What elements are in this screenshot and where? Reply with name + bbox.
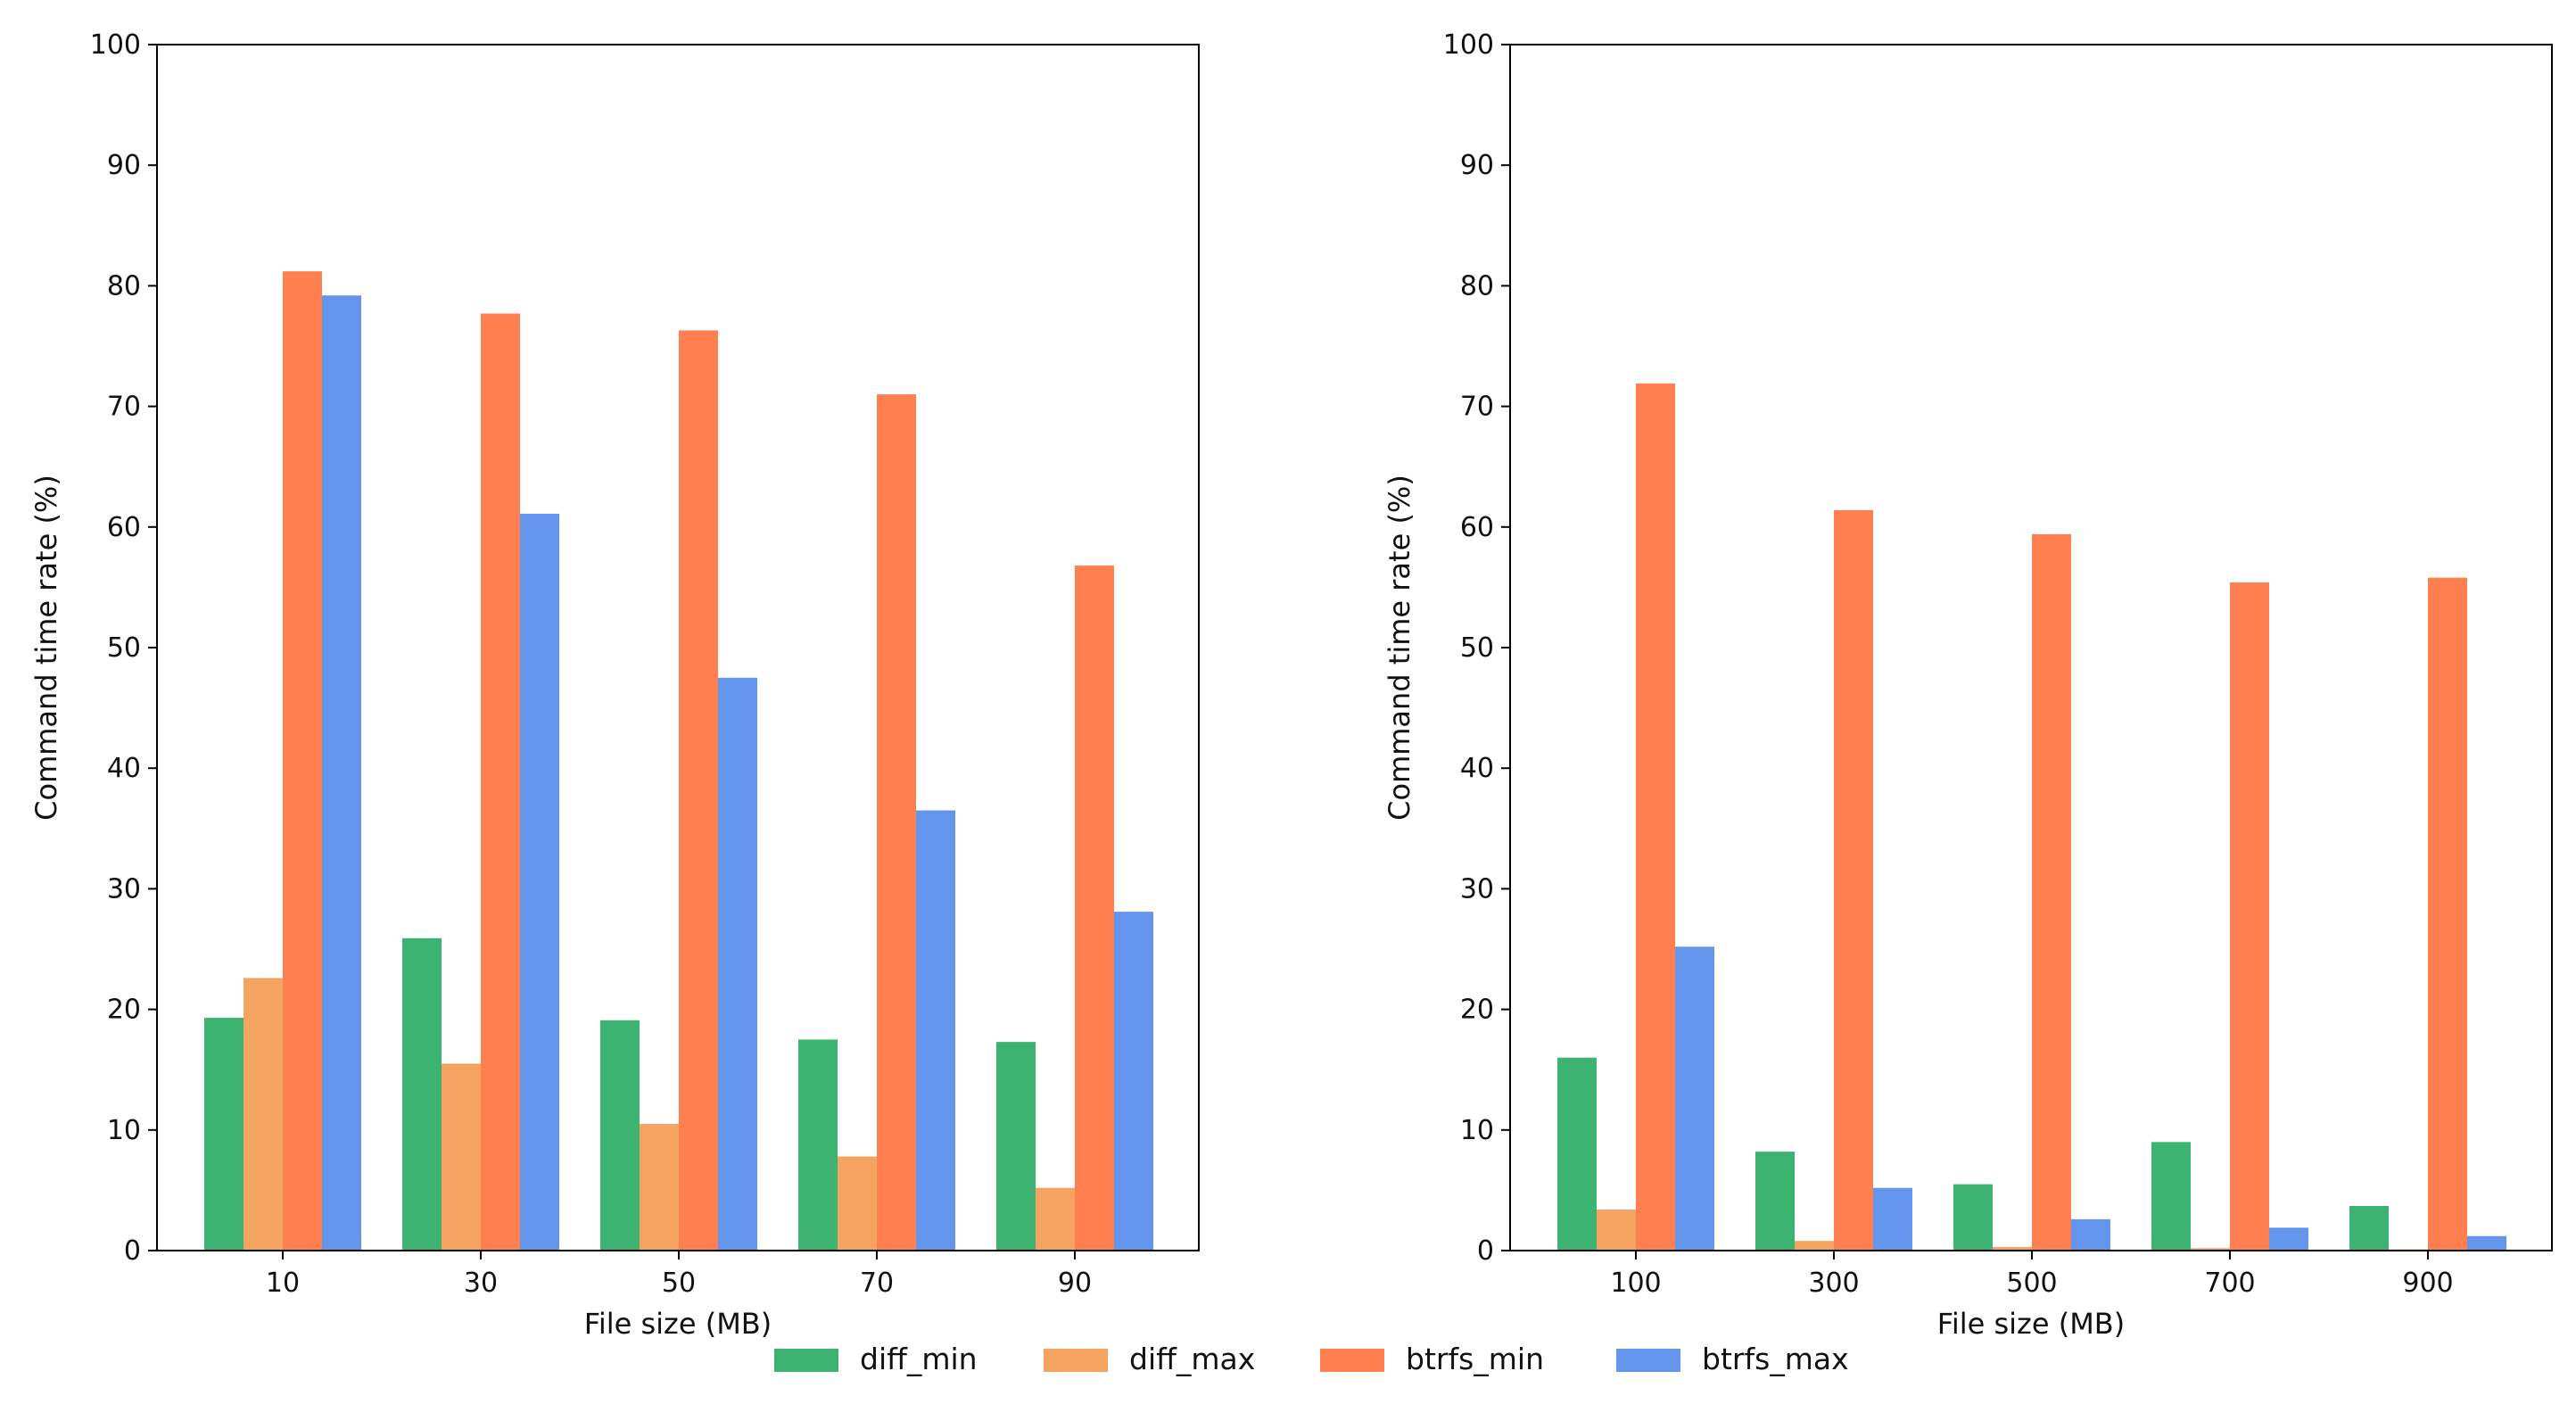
bar-btrfs_min-500 <box>2032 533 2071 1251</box>
bar-btrfs_max-500 <box>2071 1218 2110 1251</box>
y-axis-label: Command time rate (%) <box>29 475 63 821</box>
y-tick-label: 90 <box>107 150 141 181</box>
bar-diff_min-30 <box>402 937 442 1251</box>
bar-btrfs_max-900 <box>2467 1235 2506 1251</box>
bar-btrfs_max-300 <box>1873 1187 1912 1251</box>
bar-btrfs_min-30 <box>481 313 520 1251</box>
bar-diff_max-100 <box>1597 1210 1636 1251</box>
bar-btrfs_min-300 <box>1834 509 1873 1251</box>
legend-swatch-diff_max <box>1044 1349 1108 1372</box>
y-tick-label: 10 <box>1460 1115 1494 1146</box>
bar-diff_max-70 <box>838 1156 877 1251</box>
y-tick-label: 20 <box>107 995 141 1026</box>
bar-btrfs_min-100 <box>1636 383 1675 1251</box>
y-tick-label: 50 <box>1460 632 1494 664</box>
bar-diff_min-500 <box>1953 1184 1993 1251</box>
left-chart-panel: 0 10 20 30 40 50 60 70 80 90 100 10 30 50 70 90 File siz… <box>29 29 1200 1341</box>
y-tick-label: 60 <box>107 512 141 543</box>
bar-diff_min-70 <box>798 1039 838 1251</box>
y-tick-label: 80 <box>1460 270 1494 301</box>
bar-btrfs_max-50 <box>718 677 757 1251</box>
y-tick-label: 30 <box>107 873 141 904</box>
x-tick-label: 500 <box>2006 1268 2057 1299</box>
y-tick-label: 0 <box>1477 1235 1494 1267</box>
bar-btrfs_max-30 <box>520 513 559 1251</box>
bar-diff_min-700 <box>2151 1142 2191 1251</box>
legend-swatch-diff_min <box>774 1349 838 1372</box>
y-tick-label: 80 <box>107 270 141 301</box>
legend-label-diff_max: diff_max <box>1129 1342 1255 1376</box>
bar-diff_min-100 <box>1557 1057 1597 1251</box>
x-tick-label: 90 <box>1058 1268 1092 1299</box>
x-tick-label: 300 <box>1808 1268 1859 1299</box>
x-tick-label: 30 <box>464 1268 498 1299</box>
x-tick-label: 50 <box>662 1268 696 1299</box>
bar-btrfs_min-900 <box>2428 577 2467 1251</box>
y-tick-label: 100 <box>1443 29 1494 61</box>
y-tick-label: 50 <box>107 632 141 664</box>
bar-diff_max-10 <box>244 978 283 1251</box>
right-chart-panel: 0 10 20 30 40 50 60 70 80 90 100 100 300 500 700 900 Fil… <box>1383 29 2553 1341</box>
y-tick-label: 70 <box>107 392 141 423</box>
bar-btrfs_max-90 <box>1114 912 1153 1251</box>
legend-label-btrfs_max: btrfs_max <box>1702 1342 1849 1376</box>
bar-diff_min-90 <box>996 1042 1036 1251</box>
y-tick-label: 100 <box>90 29 141 61</box>
x-axis-label: File size (MB) <box>584 1307 772 1341</box>
bar-diff_max-90 <box>1036 1187 1075 1251</box>
x-tick-label: 900 <box>2402 1268 2453 1299</box>
legend-swatch-btrfs_min <box>1320 1349 1384 1372</box>
y-tick-label: 40 <box>1460 753 1494 784</box>
bar-btrfs_min-50 <box>679 330 718 1251</box>
x-tick-label: 700 <box>2204 1268 2255 1299</box>
y-tick-label: 30 <box>1460 873 1494 904</box>
bar-btrfs_min-10 <box>283 271 322 1251</box>
bar-diff_max-700 <box>2191 1248 2230 1251</box>
y-tick-label: 70 <box>1460 392 1494 423</box>
legend: diff_min diff_max btrfs_min btrfs_max <box>774 1342 1849 1376</box>
y-tick-label: 20 <box>1460 995 1494 1026</box>
bar-btrfs_max-10 <box>322 295 361 1251</box>
y-tick-label: 0 <box>124 1235 141 1267</box>
bar-diff_min-900 <box>2349 1205 2389 1251</box>
x-tick-label: 10 <box>266 1268 300 1299</box>
legend-label-btrfs_min: btrfs_min <box>1406 1342 1544 1376</box>
bar-diff_max-30 <box>442 1063 481 1251</box>
legend-label-diff_min: diff_min <box>860 1342 978 1376</box>
bar-diff_min-300 <box>1755 1152 1795 1251</box>
y-tick-label: 40 <box>107 753 141 784</box>
x-tick-label: 100 <box>1610 1268 1661 1299</box>
y-tick-label: 90 <box>1460 150 1494 181</box>
bar-btrfs_min-90 <box>1075 566 1114 1251</box>
bar-diff_min-10 <box>204 1018 244 1251</box>
bar-btrfs_max-700 <box>2269 1227 2308 1251</box>
legend-swatch-btrfs_max <box>1616 1349 1680 1372</box>
x-tick-label: 70 <box>860 1268 894 1299</box>
y-tick-label: 60 <box>1460 512 1494 543</box>
bar-diff_max-500 <box>1993 1246 2032 1251</box>
bar-btrfs_min-700 <box>2230 582 2269 1251</box>
bar-btrfs_max-100 <box>1675 946 1714 1251</box>
bar-diff_max-50 <box>640 1124 679 1251</box>
bar-btrfs_min-70 <box>877 394 916 1251</box>
y-tick-label: 10 <box>107 1115 141 1146</box>
x-axis-label: File size (MB) <box>1937 1307 2125 1341</box>
bar-diff_max-300 <box>1795 1241 1834 1251</box>
bar-btrfs_max-70 <box>916 810 955 1251</box>
y-axis-label: Command time rate (%) <box>1383 475 1416 821</box>
bar-diff_min-50 <box>600 1020 640 1251</box>
